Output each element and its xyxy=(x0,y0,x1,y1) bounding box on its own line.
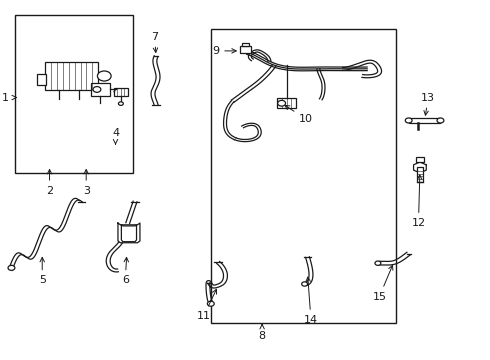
Bar xyxy=(240,46,251,53)
Circle shape xyxy=(437,118,444,123)
Bar xyxy=(37,74,46,85)
Bar xyxy=(15,15,133,173)
Text: 9: 9 xyxy=(212,46,236,56)
Bar xyxy=(91,83,110,96)
Text: 15: 15 xyxy=(372,265,393,302)
Circle shape xyxy=(278,100,286,106)
Circle shape xyxy=(119,102,123,105)
Circle shape xyxy=(93,87,101,92)
Text: 6: 6 xyxy=(122,257,129,285)
Text: 1: 1 xyxy=(2,93,9,103)
Text: 4: 4 xyxy=(112,129,119,144)
Circle shape xyxy=(8,265,15,270)
Text: 3: 3 xyxy=(83,170,90,196)
Text: 12: 12 xyxy=(412,175,425,228)
Circle shape xyxy=(405,118,412,123)
Bar xyxy=(242,43,249,46)
Bar xyxy=(416,157,424,162)
Text: 13: 13 xyxy=(421,93,435,115)
Circle shape xyxy=(207,301,214,306)
Text: 14: 14 xyxy=(304,277,318,325)
Circle shape xyxy=(98,71,111,81)
Bar xyxy=(416,167,423,182)
Text: 8: 8 xyxy=(259,324,266,341)
Bar xyxy=(409,118,441,123)
Circle shape xyxy=(375,261,381,265)
Bar xyxy=(45,62,98,90)
Text: 7: 7 xyxy=(151,32,158,53)
Text: 10: 10 xyxy=(285,105,313,124)
Text: 5: 5 xyxy=(39,257,46,285)
Text: 2: 2 xyxy=(46,170,53,196)
Bar xyxy=(211,30,396,323)
Text: 11: 11 xyxy=(196,289,217,321)
Bar xyxy=(277,98,296,108)
Circle shape xyxy=(302,282,308,286)
Bar xyxy=(114,88,128,96)
